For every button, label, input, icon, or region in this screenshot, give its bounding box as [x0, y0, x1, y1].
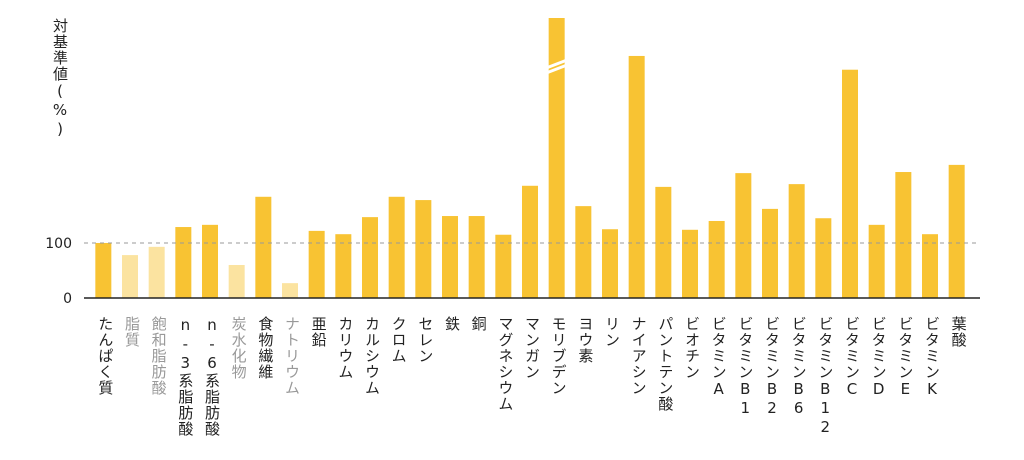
axis-break [543, 57, 571, 76]
x-tick-label: たんぱく質 [96, 316, 114, 396]
x-tick-label: ビタミンB1 [736, 316, 754, 418]
x-tick-label: n-3系脂肪酸 [176, 316, 194, 437]
bar [175, 227, 192, 298]
x-tick-label: パントテン酸 [656, 316, 674, 412]
x-tick-label: ビタミンD [870, 316, 888, 399]
x-tick-label: 炭水化物 [230, 316, 248, 380]
x-tick-label: ビオチン [683, 316, 701, 380]
x-tick-label: セレン [416, 316, 434, 364]
x-tick-label: マンガン [523, 316, 541, 380]
y-axis-label: 対基準値(%) [51, 18, 69, 139]
bar [682, 229, 698, 298]
bar [522, 185, 538, 298]
x-tick-label: モリブデン [550, 316, 568, 396]
bar [95, 242, 112, 298]
bar [922, 234, 938, 298]
bar [442, 216, 458, 298]
y-tick-label: 100 [45, 236, 72, 252]
x-tick-label: 鉄 [443, 316, 461, 332]
bar [735, 173, 752, 298]
bar [655, 186, 672, 298]
x-tick-label: リン [603, 316, 621, 348]
bar [628, 55, 645, 298]
bar [255, 196, 272, 298]
bar [148, 246, 165, 298]
x-tick-label: n-6系脂肪酸 [203, 316, 221, 437]
bar [815, 218, 832, 298]
bar [228, 264, 245, 298]
x-tick-label: クロム [390, 316, 408, 364]
bar [548, 18, 565, 298]
bar [415, 200, 432, 298]
bar [495, 234, 512, 298]
x-tick-label: ナイアシン [630, 316, 648, 396]
x-tick-label: ビタミンB6 [790, 316, 808, 418]
bar [762, 208, 778, 298]
bar [895, 172, 912, 298]
y-tick-label: 0 [63, 291, 72, 307]
bar [362, 217, 378, 298]
bar [468, 216, 485, 298]
x-tick-label: ビタミンC [843, 316, 861, 399]
x-tick-label: 食物繊維 [256, 316, 274, 380]
x-tick-label: 脂質 [123, 316, 141, 348]
x-tick-label: ビタミンA [710, 316, 728, 399]
x-tick-label: ビタミンB12 [816, 316, 834, 437]
bar [948, 164, 965, 298]
bar [868, 224, 885, 298]
bar [575, 206, 592, 298]
bar [602, 229, 618, 298]
x-tick-label: ビタミンK [923, 316, 941, 399]
bar [202, 224, 218, 298]
bar [335, 234, 352, 298]
x-tick-label: ヨウ素 [576, 316, 594, 364]
x-tick-label: ビタミンE [896, 316, 914, 399]
bar [122, 255, 138, 298]
x-tick-label: 亜鉛 [310, 316, 328, 348]
bar [708, 220, 725, 298]
x-tick-label: カリウム [336, 316, 354, 380]
x-tick-label: 飽和脂肪酸 [150, 316, 168, 396]
bar [282, 283, 298, 298]
x-tick-label: 葉酸 [950, 316, 968, 348]
x-tick-label: 銅 [470, 316, 488, 332]
x-tick-label: ナトリウム [283, 316, 301, 396]
bar [308, 230, 325, 298]
bar [842, 69, 858, 299]
x-tick-label: ビタミンB2 [763, 316, 781, 418]
x-tick-label: マグネシウム [496, 316, 514, 412]
bar [388, 196, 405, 298]
x-tick-label: カルシウム [363, 316, 381, 396]
bar [788, 184, 805, 298]
